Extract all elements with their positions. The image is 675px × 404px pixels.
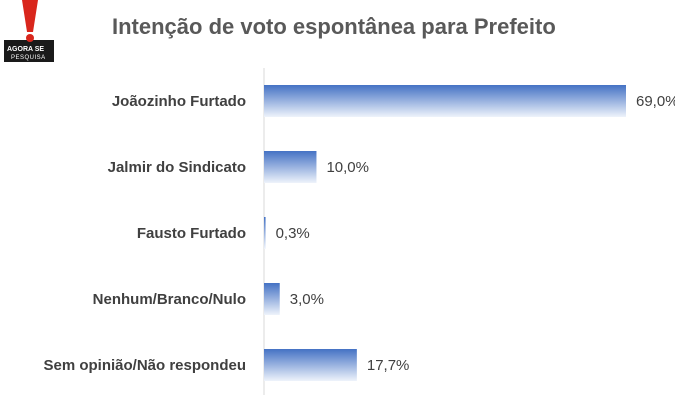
value-label-4: 3,0%: [290, 291, 324, 308]
category-label-2: Jalmir do Sindicato: [108, 159, 246, 176]
agora-se-pesquisa-logo: AGORA SE PESQUISA: [4, 0, 54, 62]
category-label-5: Sem opinião/Não respondeu: [43, 357, 246, 374]
svg-text:AGORA SE: AGORA SE: [7, 46, 44, 53]
category-label-4: Nenhum/Branco/Nulo: [93, 291, 246, 308]
logo-subtext: PESQUISA: [11, 55, 46, 61]
value-label-2: 10,0%: [326, 159, 369, 176]
bar-2: [264, 151, 317, 183]
value-label-3: 0,3%: [276, 225, 310, 242]
category-label-3: Fausto Furtado: [137, 225, 246, 242]
value-label-1: 69,0%: [636, 93, 675, 110]
logo-text: AGORA SE: [7, 46, 44, 53]
value-label-5: 17,7%: [367, 357, 410, 374]
bar-5: [264, 349, 357, 381]
bar-3: [264, 217, 266, 249]
bar-1: [264, 85, 626, 117]
chart-title: Intenção de voto espontânea para Prefeit…: [112, 14, 556, 39]
category-label-1: Joãozinho Furtado: [112, 93, 246, 110]
bar-4: [264, 283, 280, 315]
